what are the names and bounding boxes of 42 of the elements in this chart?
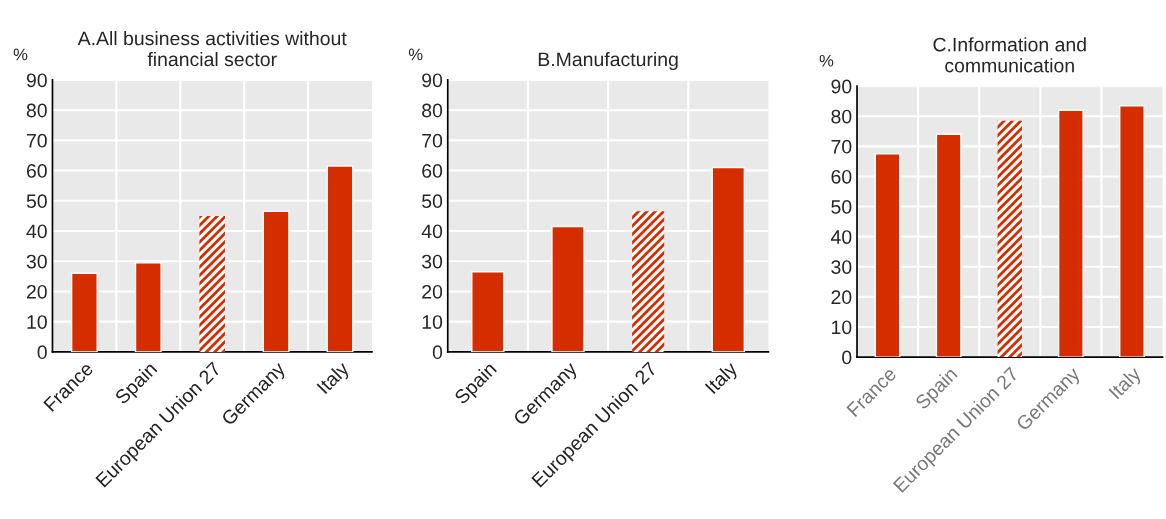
y-tick-label: 30 (422, 254, 443, 269)
chart-title: C.Information and communication (933, 37, 1086, 73)
y-tick-label: 60 (831, 169, 852, 184)
y-tick-label: 90 (26, 73, 47, 88)
y-tick-label: 50 (26, 194, 47, 209)
y-tick-label: 20 (26, 284, 47, 299)
y-axis-title: % (408, 48, 423, 61)
y-tick-label: 30 (831, 260, 852, 274)
y-tick-label: 90 (831, 79, 852, 94)
x-tick-label: Italy (704, 360, 742, 397)
y-tick-label: 10 (422, 315, 443, 329)
y-tick-label: 80 (422, 103, 443, 118)
y-tick-label: 30 (26, 254, 47, 269)
y-tick-label: 90 (422, 73, 443, 88)
y-tick-label: 50 (422, 194, 443, 209)
x-tick-label: Italy (316, 360, 353, 397)
y-tick-label: 70 (26, 133, 47, 148)
bar (632, 211, 665, 352)
y-tick-label: 10 (27, 315, 47, 329)
chart-title: B.Manufacturing (538, 51, 678, 71)
y-tick-label: 10 (832, 320, 852, 335)
y-tick-label: 40 (421, 224, 443, 239)
y-tick-label: 20 (831, 290, 852, 305)
y-axis-title: % (819, 54, 834, 67)
y-tick-label: 70 (831, 139, 852, 154)
y-tick-label: 40 (830, 230, 852, 244)
bar (199, 215, 225, 352)
y-tick-label: 60 (422, 164, 443, 178)
y-tick-label: 40 (26, 224, 47, 239)
y-tick-label: 80 (831, 109, 852, 124)
chart-title: A.All business activities without financial sector (77, 31, 347, 67)
y-tick-label: 0 (842, 350, 852, 365)
y-tick-label: 70 (422, 133, 443, 148)
y-tick-label: 20 (422, 284, 443, 299)
y-tick-label: 60 (26, 164, 47, 178)
y-tick-label: 80 (26, 103, 47, 118)
y-tick-label: 0 (37, 345, 47, 360)
bar (997, 120, 1022, 358)
y-tick-label: 0 (432, 345, 443, 360)
y-axis-title: % (13, 48, 28, 61)
y-tick-label: 50 (831, 200, 852, 214)
x-tick-label: Italy (1108, 365, 1145, 403)
